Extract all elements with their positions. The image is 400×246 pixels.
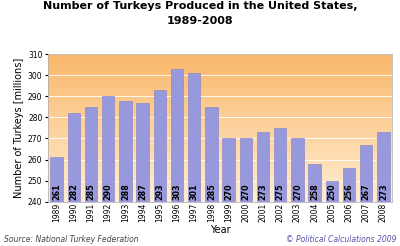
Text: 270: 270 xyxy=(241,183,250,200)
Text: 293: 293 xyxy=(155,183,164,200)
Bar xyxy=(102,96,114,202)
Text: 270: 270 xyxy=(224,183,233,200)
Text: 287: 287 xyxy=(138,183,147,200)
Text: Source: National Turkey Federation: Source: National Turkey Federation xyxy=(4,234,139,244)
Bar xyxy=(85,107,97,202)
Bar xyxy=(154,90,166,202)
Text: 282: 282 xyxy=(69,183,78,200)
Text: 256: 256 xyxy=(344,183,354,200)
Text: 288: 288 xyxy=(121,183,130,200)
Text: 275: 275 xyxy=(276,183,285,200)
Bar xyxy=(68,113,80,202)
Text: 270: 270 xyxy=(293,183,302,200)
Text: 285: 285 xyxy=(86,183,96,200)
Text: 250: 250 xyxy=(327,183,336,200)
Y-axis label: Number of Turkeys [millions]: Number of Turkeys [millions] xyxy=(14,58,24,198)
Text: 261: 261 xyxy=(52,183,61,200)
Bar xyxy=(188,73,200,202)
Bar xyxy=(50,157,63,202)
Text: 1989-2008: 1989-2008 xyxy=(167,16,233,26)
Text: 301: 301 xyxy=(190,183,199,200)
Text: 303: 303 xyxy=(172,183,182,200)
Bar xyxy=(205,107,218,202)
Bar xyxy=(136,103,149,202)
Bar xyxy=(308,164,321,202)
Bar xyxy=(257,132,269,202)
Text: 273: 273 xyxy=(258,183,268,200)
Text: 258: 258 xyxy=(310,183,319,200)
Text: 290: 290 xyxy=(104,183,113,200)
Bar xyxy=(222,138,235,202)
Bar xyxy=(119,101,132,202)
X-axis label: Year: Year xyxy=(210,225,230,235)
Text: 273: 273 xyxy=(379,183,388,200)
Bar xyxy=(326,181,338,202)
Bar xyxy=(274,128,286,202)
Text: 267: 267 xyxy=(362,183,371,200)
Bar xyxy=(360,145,372,202)
Text: 285: 285 xyxy=(207,183,216,200)
Text: Number of Turkeys Produced in the United States,: Number of Turkeys Produced in the United… xyxy=(43,1,357,11)
Bar xyxy=(291,138,304,202)
Bar xyxy=(240,138,252,202)
Bar xyxy=(343,168,355,202)
Bar xyxy=(171,69,183,202)
Text: © Political Calculations 2009: © Political Calculations 2009 xyxy=(286,234,396,244)
Bar xyxy=(377,132,390,202)
